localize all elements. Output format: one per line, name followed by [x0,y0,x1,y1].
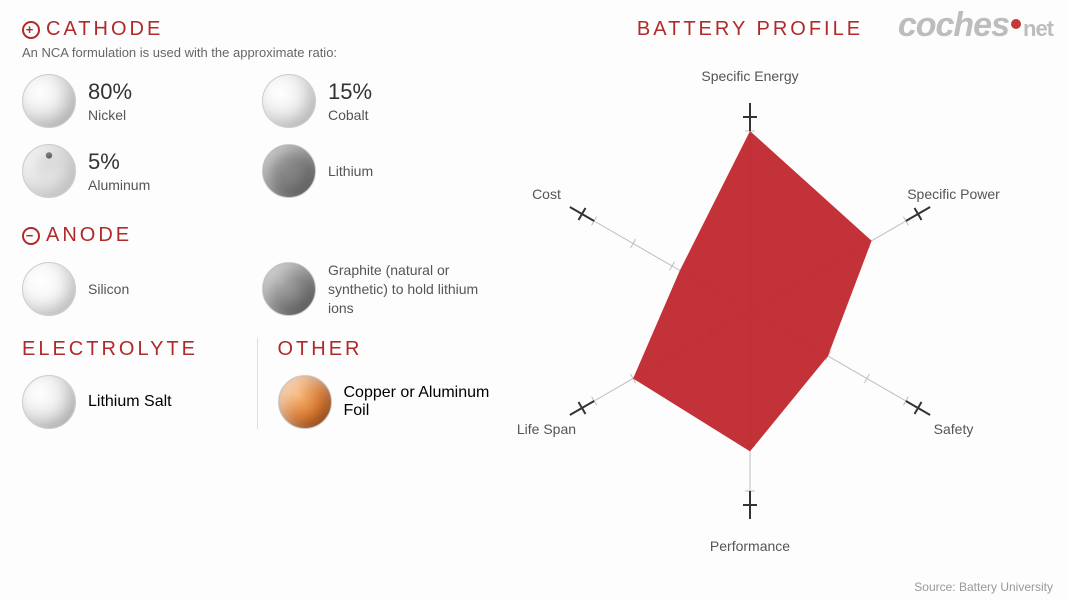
material-swatch-icon [22,262,76,316]
cathode-item: 80%Nickel [22,74,252,128]
material-label: Silicon [88,280,129,299]
material-swatch-icon [262,74,316,128]
plus-icon: + [22,21,40,39]
material-label: 15%Cobalt [328,77,372,126]
material-name: Aluminum [88,176,150,195]
source-attribution: Source: Battery University [914,580,1053,594]
electrolyte-other-row: ELECTROLYTE Lithium Salt OTHER Copper or… [22,338,492,429]
material-swatch-icon [22,74,76,128]
anode-item: Silicon [22,261,252,318]
radar-svg [500,51,1000,551]
material-percent: 15% [328,77,372,107]
other-col: OTHER Copper or Aluminum Foil [278,338,493,429]
material-swatch-icon [22,144,76,198]
material-name: Lithium [328,162,373,181]
anode-title-text: ANODE [46,224,132,247]
anode-item: Graphite (natural or synthetic) to hold … [262,261,492,318]
electrolyte-col: ELECTROLYTE Lithium Salt [22,338,237,429]
material-label: Lithium [328,162,373,181]
material-label: Graphite (natural or synthetic) to hold … [328,261,492,318]
radar-axis-label: Life Span [517,421,576,437]
anode-grid: Silicon Graphite (natural or synthetic) t… [22,261,492,318]
cathode-item: Lithium [262,144,492,198]
composition-panel: + CATHODE An NCA formulation is used wit… [22,18,492,429]
electrolyte-heading: ELECTROLYTE [22,338,237,361]
other-swatch-icon [278,375,332,429]
battery-profile-panel: BATTERY PROFILE Specific EnergySpecific … [500,18,1050,578]
radar-axis-label: Specific Power [907,186,1000,202]
other-item: Copper or Aluminum Foil [278,375,493,429]
other-title-text: OTHER [278,338,363,361]
electrolyte-item-label: Lithium Salt [88,393,172,411]
material-percent: 5% [88,147,150,177]
material-swatch-icon [262,144,316,198]
radar-axis-label: Cost [532,186,561,202]
radar-axis-label: Safety [934,421,974,437]
battery-profile-title: BATTERY PROFILE [560,18,940,41]
material-name: Cobalt [328,106,372,125]
radar-axis-label: Specific Energy [701,68,798,84]
cathode-subhead: An NCA formulation is used with the appr… [22,45,492,60]
radar-axis-label: Performance [710,538,790,554]
cathode-grid: 80%Nickel 15%Cobalt 5%Aluminum Lithium [22,74,492,198]
anode-heading: − ANODE [22,224,492,247]
cathode-item: 15%Cobalt [262,74,492,128]
cathode-title-text: CATHODE [46,18,163,41]
other-item-label: Copper or Aluminum Foil [344,384,493,420]
material-label: 5%Aluminum [88,147,150,196]
electrolyte-swatch-icon [22,375,76,429]
cathode-heading: + CATHODE [22,18,492,41]
material-percent: 80% [88,77,132,107]
other-heading: OTHER [278,338,493,361]
vertical-divider [257,338,258,429]
minus-icon: − [22,227,40,245]
radar-chart: Specific Energy Specific Power Safety Perfo… [500,51,1000,551]
electrolyte-item: Lithium Salt [22,375,237,429]
cathode-item: 5%Aluminum [22,144,252,198]
material-name: Nickel [88,106,132,125]
material-label: 80%Nickel [88,77,132,126]
material-swatch-icon [262,262,316,316]
electrolyte-title-text: ELECTROLYTE [22,338,198,361]
